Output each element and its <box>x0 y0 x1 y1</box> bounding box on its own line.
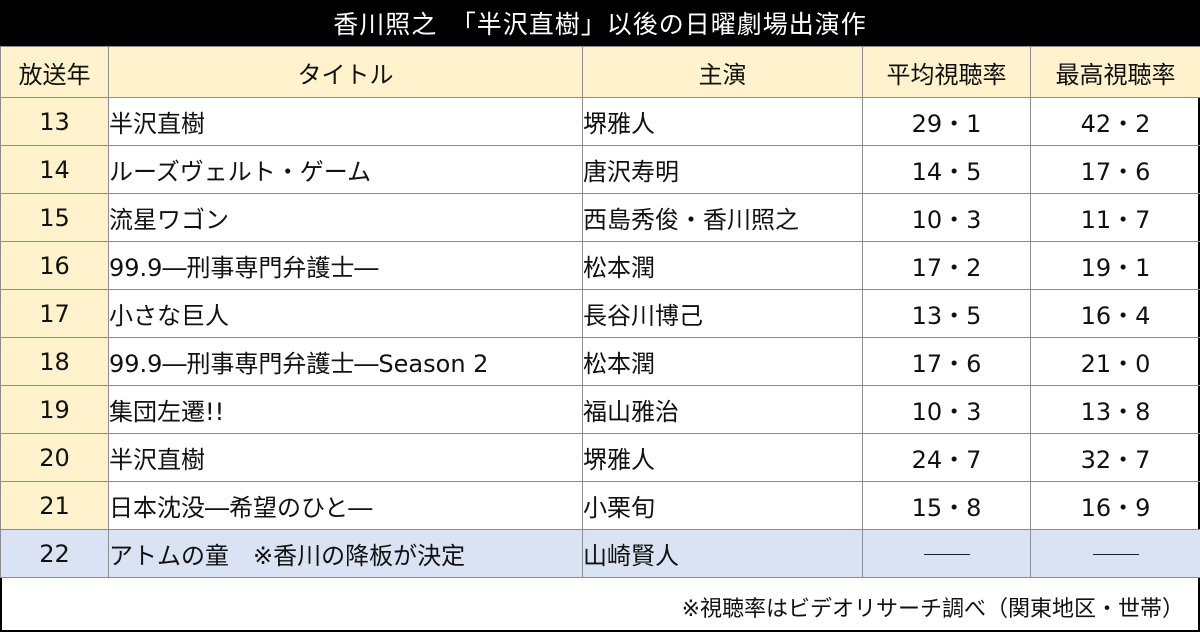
cell-peak-rating: 11・7 <box>1030 193 1200 242</box>
cell-year: 19 <box>0 385 109 434</box>
cell-year: 20 <box>0 433 109 482</box>
cell-lead: 堺雅人 <box>582 433 863 482</box>
table-row: 18 99.9―刑事専門弁護士―Season 2 松本潤 17・6 21・0 <box>0 337 1200 386</box>
cell-title: アトムの童 ※香川の降板が決定 <box>108 529 583 578</box>
cell-average-rating: 15・8 <box>862 481 1031 530</box>
cell-average-rating: 10・3 <box>862 193 1031 242</box>
cell-lead: 小栗旬 <box>582 481 863 530</box>
cell-average-rating: 13・5 <box>862 289 1031 338</box>
column-header-lead: 主演 <box>582 46 863 98</box>
table-row: 19 集団左遷!! 福山雅治 10・3 13・8 <box>0 385 1200 434</box>
table-title: 香川照之 「半沢直樹」以後の日曜劇場出演作 <box>0 0 1200 46</box>
table-row: 20 半沢直樹 堺雅人 24・7 32・7 <box>0 433 1200 482</box>
cell-year: 13 <box>0 97 109 146</box>
column-header-title: タイトル <box>108 46 583 98</box>
cell-year: 14 <box>0 145 109 194</box>
ratings-table: 放送年 タイトル 主演 平均視聴率 最高視聴率 13 半沢直樹 堺雅人 29・1… <box>0 46 1200 578</box>
table-row: 16 99.9―刑事専門弁護士― 松本潤 17・2 19・1 <box>0 241 1200 290</box>
cell-title: 流星ワゴン <box>108 193 583 242</box>
cell-title: 集団左遷!! <box>108 385 583 434</box>
column-header-year: 放送年 <box>0 46 109 98</box>
cell-lead: 堺雅人 <box>582 97 863 146</box>
cell-title: 99.9―刑事専門弁護士―Season 2 <box>108 337 583 386</box>
cell-year: 18 <box>0 337 109 386</box>
cell-peak-rating: 16・4 <box>1030 289 1200 338</box>
dash-placeholder <box>923 554 970 555</box>
column-header-peak-rating: 最高視聴率 <box>1030 46 1200 98</box>
column-header-average-rating: 平均視聴率 <box>862 46 1031 98</box>
cell-average-rating: 24・7 <box>862 433 1031 482</box>
cell-peak-rating: 16・9 <box>1030 481 1200 530</box>
cell-peak-rating: 17・6 <box>1030 145 1200 194</box>
cell-title: 半沢直樹 <box>108 433 583 482</box>
cell-lead: 松本潤 <box>582 241 863 290</box>
cell-lead: 松本潤 <box>582 337 863 386</box>
cell-peak-rating: 21・0 <box>1030 337 1200 386</box>
cell-lead: 長谷川博己 <box>582 289 863 338</box>
cell-average-rating-empty <box>862 529 1031 578</box>
cell-average-rating: 10・3 <box>862 385 1031 434</box>
header-row: 放送年 タイトル 主演 平均視聴率 最高視聴率 <box>0 46 1200 98</box>
cell-average-rating: 17・2 <box>862 241 1031 290</box>
cell-title: 99.9―刑事専門弁護士― <box>108 241 583 290</box>
cell-year: 15 <box>0 193 109 242</box>
cell-peak-rating: 19・1 <box>1030 241 1200 290</box>
table-row: 21 日本沈没―希望のひと― 小栗旬 15・8 16・9 <box>0 481 1200 530</box>
cell-average-rating: 14・5 <box>862 145 1031 194</box>
cell-year: 22 <box>0 529 109 578</box>
cell-year: 21 <box>0 481 109 530</box>
cell-peak-rating-empty <box>1030 529 1200 578</box>
table-row: 17 小さな巨人 長谷川博己 13・5 16・4 <box>0 289 1200 338</box>
cell-peak-rating: 13・8 <box>1030 385 1200 434</box>
cell-title: 日本沈没―希望のひと― <box>108 481 583 530</box>
cell-peak-rating: 42・2 <box>1030 97 1200 146</box>
source-footnote: ※視聴率はビデオリサーチ調べ（関東地区・世帯） <box>681 596 1184 622</box>
cell-peak-rating: 32・7 <box>1030 433 1200 482</box>
table-row: 13 半沢直樹 堺雅人 29・1 42・2 <box>0 97 1200 146</box>
cell-lead: 西島秀俊・香川照之 <box>582 193 863 242</box>
table-row-pending: 22 アトムの童 ※香川の降板が決定 山崎賢人 <box>0 529 1200 578</box>
dash-placeholder <box>1092 554 1139 555</box>
cell-lead: 福山雅治 <box>582 385 863 434</box>
cell-average-rating: 29・1 <box>862 97 1031 146</box>
cell-title: ルーズヴェルト・ゲーム <box>108 145 583 194</box>
cell-average-rating: 17・6 <box>862 337 1031 386</box>
cell-year: 16 <box>0 241 109 290</box>
cell-lead: 山崎賢人 <box>582 529 863 578</box>
cell-title: 半沢直樹 <box>108 97 583 146</box>
table-row: 14 ルーズヴェルト・ゲーム 唐沢寿明 14・5 17・6 <box>0 145 1200 194</box>
cell-year: 17 <box>0 289 109 338</box>
cell-lead: 唐沢寿明 <box>582 145 863 194</box>
table-row: 15 流星ワゴン 西島秀俊・香川照之 10・3 11・7 <box>0 193 1200 242</box>
cell-title: 小さな巨人 <box>108 289 583 338</box>
